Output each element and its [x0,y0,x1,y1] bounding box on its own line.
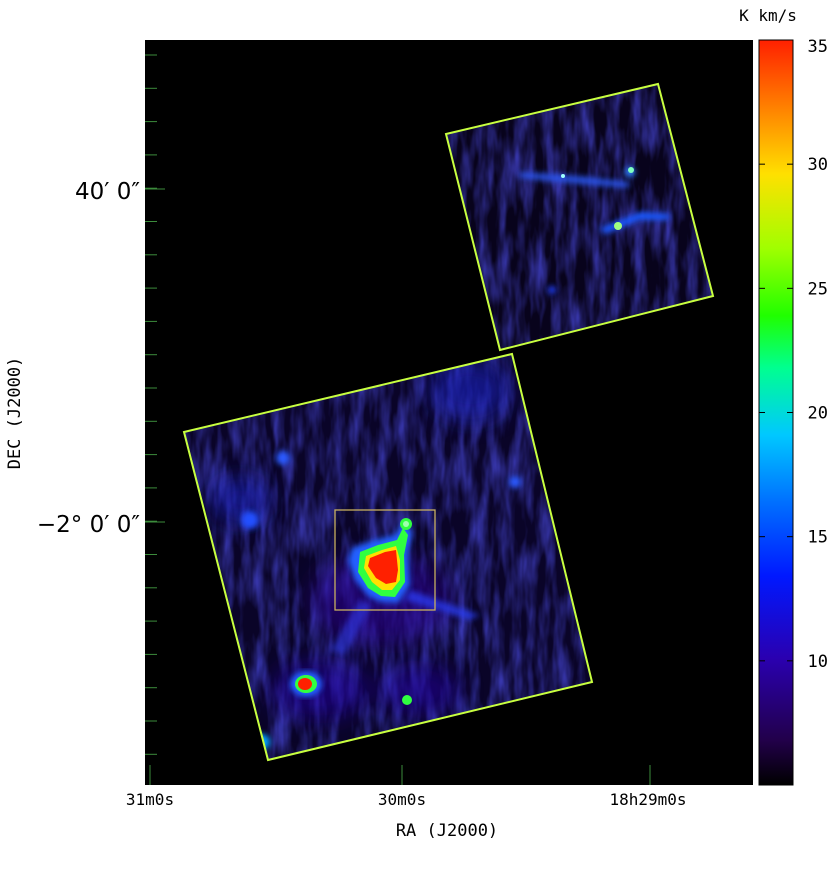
south-west-source [290,671,322,697]
north-east-field-outline [444,82,715,352]
y-tick-label-top: 40′ 0″ [75,179,140,205]
colorbar-tick-label: 20 [808,404,828,424]
colorbar-ticks: 10 15 20 25 30 35 [759,37,828,672]
main-field-outline [182,352,594,762]
x-tick-label-middle: 30m0s [378,790,426,809]
minor-sources [402,167,634,705]
colorbar-tick-label: 15 [808,528,828,548]
x-axis-ticks [149,765,651,785]
colorbar-tick-label: 10 [808,652,828,672]
y-axis-ticks [145,54,165,755]
y-tick-label-bottom: −2° 0′ 0″ [37,512,141,538]
colorbar-tick-label: 25 [808,279,828,299]
colorbar-tick-label: 35 [808,37,828,57]
x-tick-label-left: 31m0s [126,790,174,809]
colorbar-tick-label: 30 [808,155,828,175]
x-tick-label-right: 18h29m0s [609,790,686,809]
zoom-region-box [334,509,436,611]
x-axis-label: RA (J2000) [396,821,498,841]
y-axis-label: DEC (J2000) [5,357,25,470]
colorbar-unit-label: K km/s [739,6,797,25]
central-source [348,518,412,603]
